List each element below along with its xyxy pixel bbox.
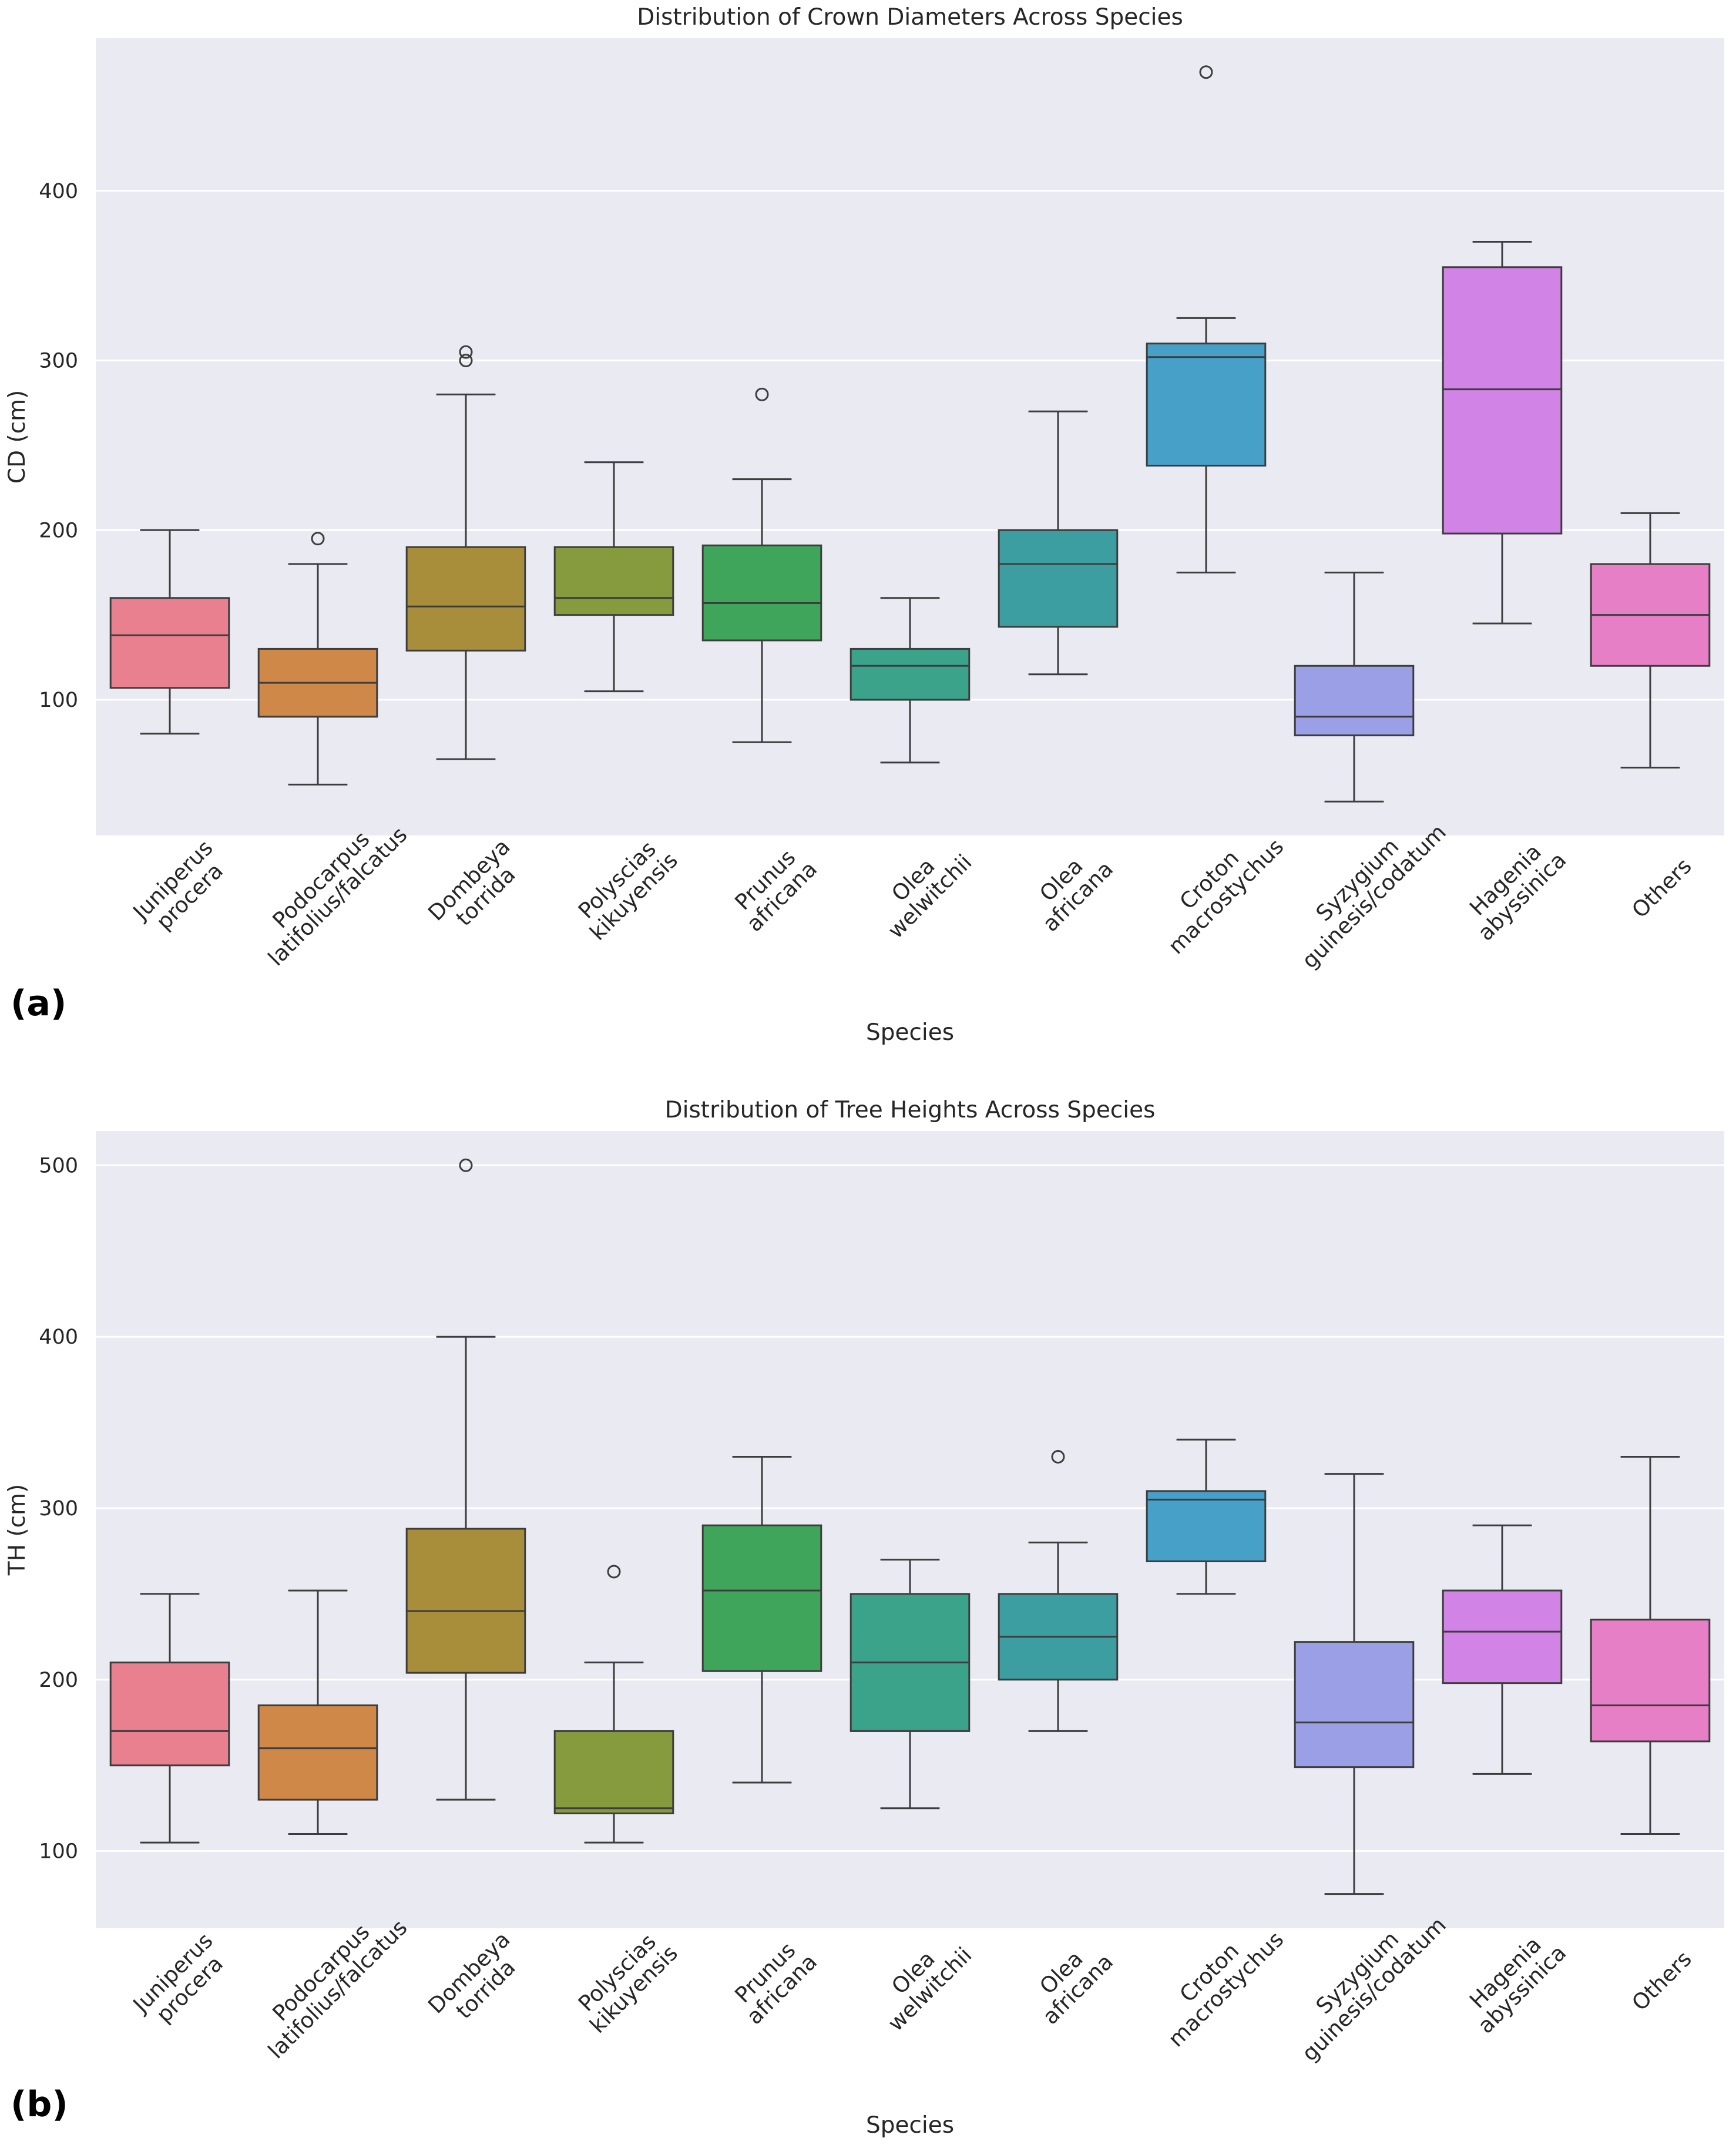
y-axis-label: TH (cm) [4, 1484, 31, 1576]
y-tick-label: 300 [39, 350, 78, 373]
iqr-box [1442, 1589, 1563, 1684]
outlier-point [607, 1565, 621, 1579]
box-5 [849, 597, 971, 764]
y-axis-label: CD (cm) [4, 390, 31, 484]
panel-label: (a) [11, 983, 66, 1024]
x-tick-label: Hageniaabyssinica [1456, 831, 1572, 946]
box-7 [1146, 1438, 1267, 1595]
iqr-box [257, 1704, 378, 1801]
x-tick-label-line: Others [1627, 1946, 1696, 2015]
outlier-point [459, 1158, 473, 1172]
iqr-box [1442, 266, 1563, 535]
x-tick-label: Oleawelwitchii [867, 833, 977, 944]
y-tick-label: 400 [39, 1325, 78, 1349]
box-10 [1590, 1455, 1711, 1835]
chart-title: Distribution of Tree Heights Across Spec… [665, 1097, 1156, 1123]
x-tick-label: Polysciaskikuyensis [568, 831, 683, 945]
x-tick-label-line: guinesis/codatum [1297, 1912, 1451, 2066]
iqr-box [1590, 1619, 1711, 1743]
x-tick-label: Juniperusprocera [127, 835, 234, 942]
box-1 [257, 1589, 378, 1835]
box-4 [701, 387, 822, 743]
y-tick-label: 100 [39, 689, 78, 712]
y-tick-label: 400 [39, 180, 78, 203]
box-0 [109, 1593, 230, 1844]
outlier-point [1199, 65, 1213, 79]
box-6 [998, 410, 1119, 676]
iqr-box [1294, 1641, 1415, 1768]
x-tick-label: Crotonmacrostychus [1147, 817, 1288, 959]
x-tick-label: Others [1627, 853, 1696, 922]
iqr-box [849, 647, 971, 701]
box-8 [1294, 571, 1415, 803]
x-tick-label: Dombeyatorrida [423, 1927, 532, 2035]
box-9 [1442, 240, 1563, 625]
outlier-point [459, 345, 473, 359]
iqr-box [109, 1662, 230, 1767]
x-tick-label: Prunusafricana [725, 840, 822, 937]
iqr-box [553, 546, 674, 616]
x-tick-label-line: Others [1627, 853, 1696, 922]
x-tick-label: Oleaafricana [1021, 840, 1118, 937]
box-8 [1294, 1473, 1415, 1895]
x-tick-label: Oleawelwitchii [867, 1926, 977, 2036]
y-tick-label: 200 [39, 1669, 78, 1692]
x-tick-label: Prunusafricana [725, 1932, 822, 2029]
panel-label: (b) [11, 2084, 68, 2125]
box-5 [849, 1559, 971, 1810]
box-9 [1442, 1524, 1563, 1775]
outlier-point [311, 532, 325, 546]
box-3 [553, 1565, 674, 1844]
iqr-box [998, 529, 1119, 628]
box-6 [998, 1449, 1119, 1732]
iqr-box [1146, 343, 1267, 467]
box-2 [405, 345, 526, 760]
panel-tree-height: 100 200 300 400 500 Distribution of Tree Heig… [4, 1097, 1724, 2139]
x-tick-label-line: guinesis/codatum [1297, 820, 1451, 974]
x-tick-label-line: latifolius/falcatus [263, 822, 412, 971]
box-2 [405, 1158, 526, 1801]
box-3 [553, 461, 674, 693]
outlier-point [459, 354, 473, 368]
box-10 [1590, 512, 1711, 769]
iqr-box [701, 544, 822, 642]
iqr-box [109, 597, 230, 689]
x-tick-label: Dombeyatorrida [423, 834, 532, 942]
iqr-box [701, 1524, 822, 1672]
y-tick-label: 200 [39, 519, 78, 542]
outlier-point [755, 387, 769, 401]
y-tick-label: 100 [39, 1840, 78, 1864]
iqr-box [405, 1528, 526, 1674]
x-tick-label: Hageniaabyssinica [1456, 1924, 1572, 2039]
chart-title: Distribution of Crown Diameters Across S… [637, 4, 1183, 31]
x-tick-label: Crotonmacrostychus [1147, 1910, 1288, 2052]
x-tick-label: Polysciaskikuyensis [568, 1924, 683, 2038]
x-axis-label: Species [866, 2112, 954, 2139]
x-tick-label: Juniperusprocera [127, 1928, 234, 2035]
y-tick-label: 500 [39, 1154, 78, 1177]
x-tick-label-line: latifolius/falcatus [263, 1915, 412, 2063]
box-7 [1146, 65, 1267, 573]
iqr-box [553, 1730, 674, 1814]
panel-crown-diameter: 100 200 300 400 Distribution of Crown Diamet… [4, 4, 1724, 1046]
outlier-point [1051, 1449, 1065, 1464]
y-tick-label: 300 [39, 1497, 78, 1521]
box-0 [109, 529, 230, 735]
iqr-box [1294, 664, 1415, 737]
x-tick-label: Oleaafricana [1021, 1932, 1118, 2029]
x-axis-label: Species [866, 1019, 954, 1046]
box-1 [257, 532, 378, 786]
iqr-box [1146, 1490, 1267, 1562]
box-4 [701, 1455, 822, 1784]
iqr-box [405, 546, 526, 652]
x-tick-label: Others [1627, 1946, 1696, 2015]
